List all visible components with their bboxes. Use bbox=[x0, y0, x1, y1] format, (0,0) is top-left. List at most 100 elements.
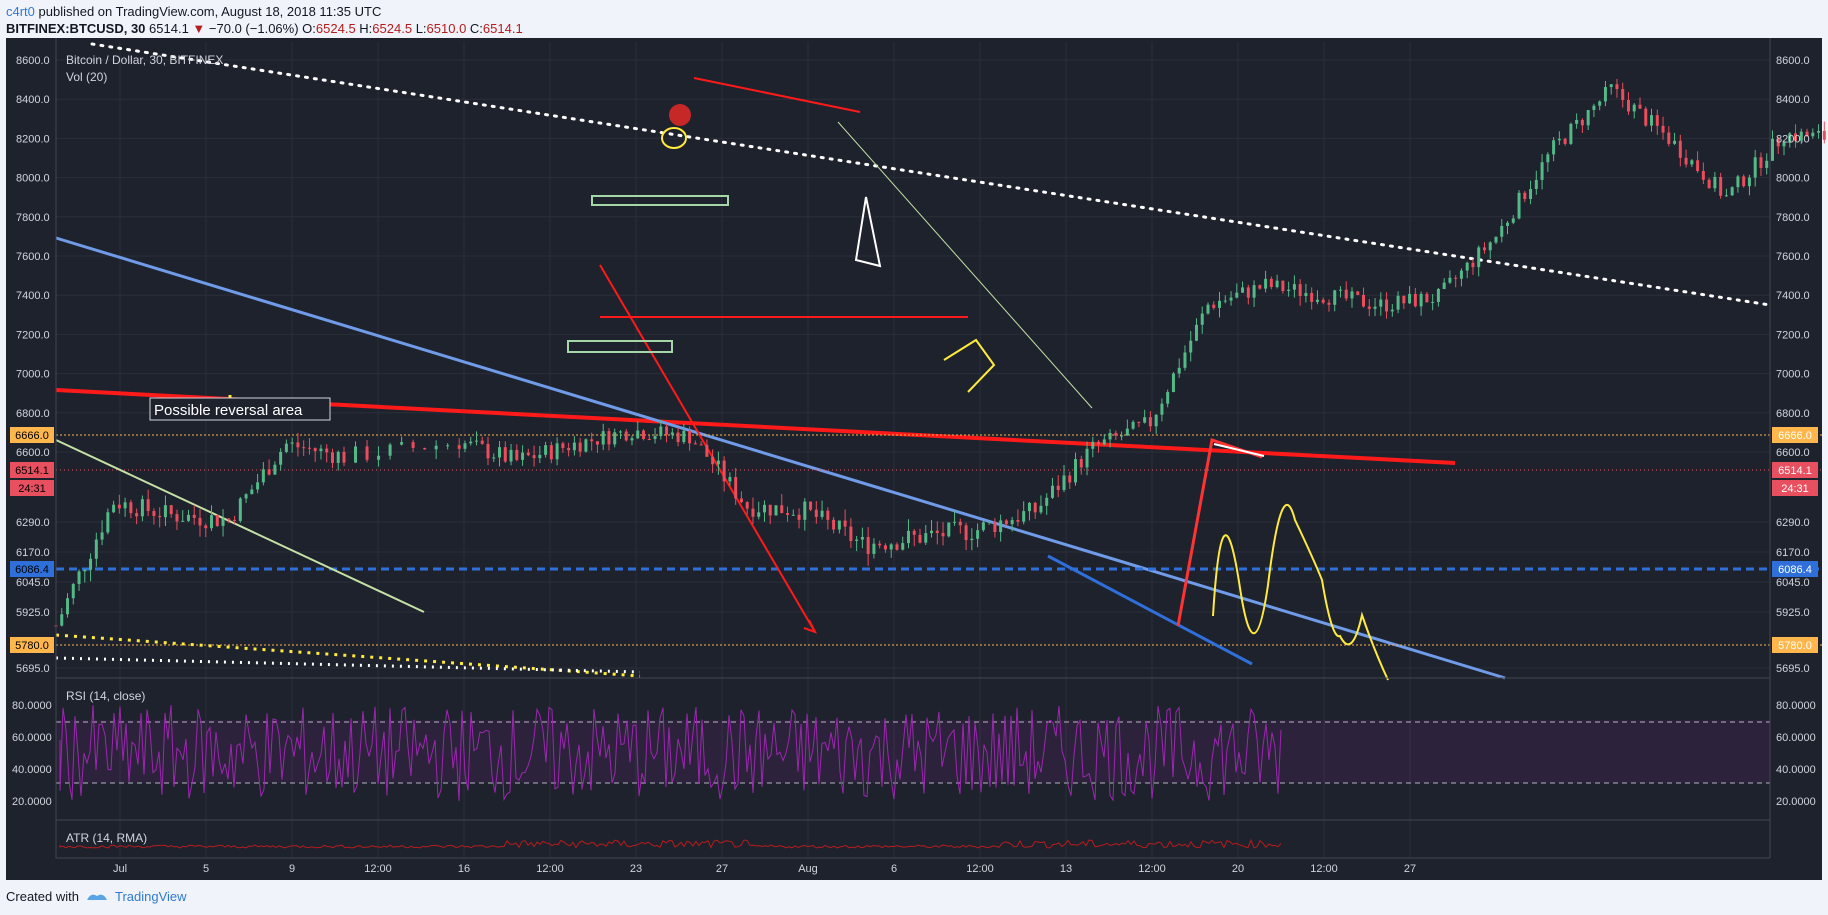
x-tick-label: 12:00 bbox=[536, 863, 564, 875]
candle-body bbox=[71, 583, 75, 599]
candle-body bbox=[889, 544, 893, 550]
candle-body bbox=[1459, 270, 1463, 279]
tradingview-link[interactable]: TradingView bbox=[114, 889, 187, 904]
candle-body bbox=[584, 439, 588, 452]
candle-body bbox=[1413, 293, 1417, 307]
candle-body bbox=[1690, 160, 1694, 165]
candle-body bbox=[290, 442, 294, 444]
x-tick-label: 20 bbox=[1232, 863, 1244, 875]
rsi-tick-label-left: 80.0000 bbox=[12, 700, 52, 712]
y-tick-label-left: 5925.0 bbox=[16, 607, 50, 619]
candle-body bbox=[434, 445, 438, 450]
candle-body bbox=[1304, 292, 1308, 297]
candle-body bbox=[636, 430, 640, 439]
candle-body bbox=[267, 469, 271, 475]
atr-line bbox=[59, 838, 1282, 849]
candle-body bbox=[964, 525, 968, 541]
y-tick-label-left: 6290.0 bbox=[16, 517, 50, 529]
y-tick-label-right: 6290.0 bbox=[1776, 517, 1810, 529]
publish-text: published on TradingView.com, August 18,… bbox=[38, 4, 382, 19]
candle-body bbox=[722, 460, 726, 482]
candle-body bbox=[1609, 84, 1613, 88]
blue-downtrend-line bbox=[55, 236, 1506, 680]
green-box-bottom bbox=[567, 340, 673, 353]
candle-body bbox=[1667, 132, 1671, 144]
candle-body bbox=[1506, 222, 1510, 226]
candle-body bbox=[446, 445, 450, 447]
candle-body bbox=[624, 431, 628, 441]
publish-info: c4rt0 published on TradingView.com, Augu… bbox=[6, 4, 381, 19]
y-tick-label-right: 8600.0 bbox=[1776, 55, 1810, 67]
blue-short-line bbox=[1047, 554, 1253, 666]
candle-body bbox=[1747, 177, 1751, 187]
candle-body bbox=[1742, 176, 1746, 187]
candle-body bbox=[1575, 119, 1579, 124]
author-link[interactable]: c4rt0 bbox=[6, 4, 35, 19]
candle-body bbox=[377, 455, 381, 460]
white-dotted-trendline bbox=[90, 42, 1772, 307]
low-value: 6510.0 bbox=[426, 21, 467, 36]
price-tag-right bbox=[1772, 480, 1818, 496]
candle-body bbox=[676, 432, 680, 443]
candle-body bbox=[906, 530, 910, 544]
high-label: H: bbox=[359, 21, 373, 36]
white-top-line bbox=[1213, 443, 1265, 457]
axes: 8600.0 8600.0 8400.0 8400.0 8200.0 8200.0 8000… bbox=[16, 38, 1810, 875]
atr-legend: ATR (14, RMA) bbox=[66, 831, 147, 845]
candle-body bbox=[1292, 284, 1296, 290]
candle-body bbox=[1724, 195, 1728, 197]
y-tick-label-right: 5695.0 bbox=[1776, 663, 1810, 675]
price-tag-left bbox=[10, 462, 54, 478]
annotation-box bbox=[149, 397, 331, 421]
candle-body bbox=[1701, 170, 1705, 180]
candle-body bbox=[1281, 280, 1285, 292]
candle-body bbox=[1569, 123, 1573, 144]
yellow-circle-marker bbox=[661, 127, 687, 149]
candle-body bbox=[1482, 247, 1486, 251]
candle-body bbox=[682, 430, 686, 443]
main-legend: Bitcoin / Dollar, 30, BITFINEX bbox=[66, 53, 223, 67]
candle-body bbox=[1753, 157, 1757, 178]
candle-body bbox=[659, 426, 663, 437]
x-tick-label: 13 bbox=[1060, 863, 1072, 875]
candle-body bbox=[140, 499, 144, 517]
y-tick-label-right: 7000.0 bbox=[1776, 369, 1810, 381]
candle-body bbox=[325, 448, 329, 453]
candle-body bbox=[296, 442, 300, 448]
close-label: C: bbox=[469, 21, 483, 36]
candle-body bbox=[1315, 299, 1319, 302]
y-tick-label-right: 6045.0 bbox=[1776, 577, 1810, 589]
green-box-top bbox=[591, 195, 729, 206]
price-tag-right bbox=[1772, 427, 1818, 443]
candle-body bbox=[463, 443, 467, 449]
price-chart[interactable]: 80.0000 80.0000 60.0000 60.0000 40.0000 40.00… bbox=[0, 0, 1828, 880]
candle-body bbox=[1598, 101, 1602, 106]
candle-body bbox=[250, 489, 254, 495]
candle-body bbox=[1027, 502, 1031, 512]
candle-body bbox=[1154, 414, 1158, 427]
candle-body bbox=[106, 512, 110, 533]
y-tick-label-left: 7200.0 bbox=[16, 329, 50, 341]
candle-body bbox=[1621, 89, 1625, 100]
candle-body bbox=[480, 440, 484, 444]
price-tag-text-left: 6086.4 bbox=[15, 564, 49, 576]
created-with-text: Created with bbox=[6, 889, 79, 904]
candle-body bbox=[469, 441, 473, 444]
candle-body bbox=[1327, 302, 1331, 305]
candle-body bbox=[244, 494, 248, 499]
candle-body bbox=[1534, 179, 1538, 190]
price-tag-left bbox=[10, 561, 54, 577]
candle-body bbox=[1632, 104, 1636, 112]
candle-body bbox=[1580, 119, 1584, 126]
candle-body bbox=[987, 521, 991, 523]
price-tag-right bbox=[1772, 637, 1818, 653]
candle-body bbox=[1068, 475, 1072, 483]
candle-body bbox=[1707, 179, 1711, 189]
candle-body bbox=[1362, 294, 1366, 307]
y-tick-label-left: 6045.0 bbox=[16, 577, 50, 589]
candle-body bbox=[1246, 287, 1250, 298]
candle-body bbox=[233, 519, 237, 521]
candle-body bbox=[1160, 403, 1164, 415]
candle-body bbox=[855, 539, 859, 541]
candle-body bbox=[1004, 520, 1008, 525]
